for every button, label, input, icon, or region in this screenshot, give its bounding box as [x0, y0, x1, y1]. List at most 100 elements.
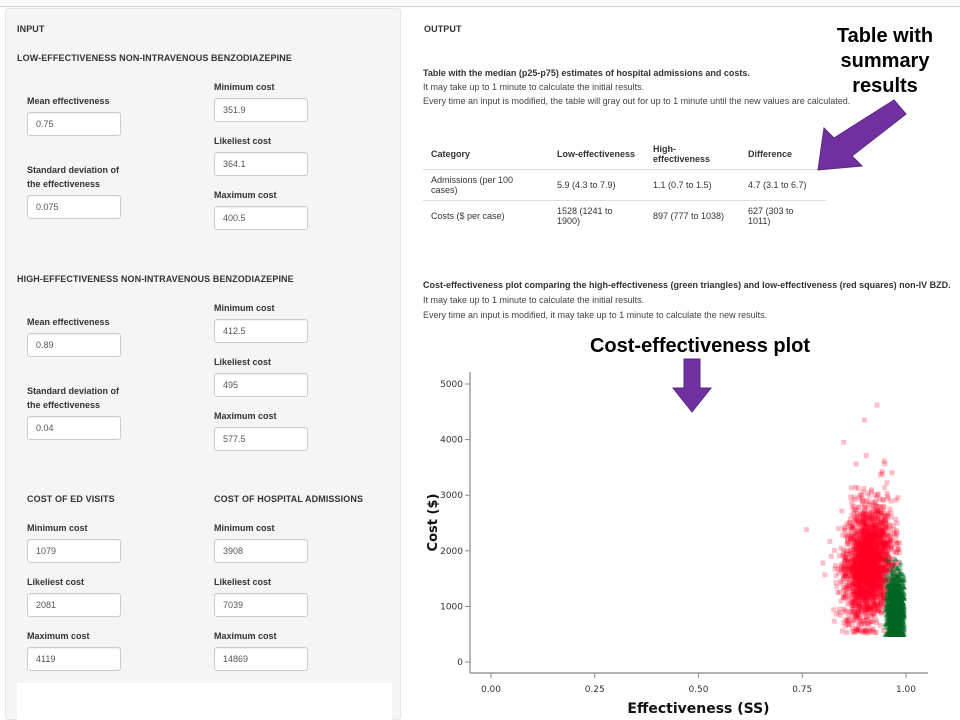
green-triangle-point	[898, 606, 905, 612]
red-square-point	[862, 537, 868, 543]
x-tick-label: 0.25	[585, 685, 605, 695]
red-square-point	[832, 566, 838, 572]
green-triangle-point	[893, 594, 900, 600]
red-square-point	[868, 595, 874, 601]
green-triangle-point	[888, 583, 895, 589]
red-square-point	[875, 554, 881, 560]
red-square-point	[881, 601, 887, 607]
green-triangle-point	[898, 570, 905, 576]
green-triangle-point	[892, 631, 899, 637]
red-square-point	[869, 560, 875, 566]
red-square-point	[861, 543, 867, 549]
green-triangle-point	[888, 624, 895, 631]
red-square-point	[866, 581, 872, 587]
green-triangle-point	[894, 620, 901, 626]
red-square-point	[871, 548, 877, 554]
red-square-point	[852, 517, 858, 523]
high-max-cost-input[interactable]	[214, 427, 308, 451]
green-triangle-point	[896, 618, 903, 625]
red-square-point	[874, 509, 880, 515]
red-square-point	[858, 593, 864, 599]
green-triangle-point	[895, 595, 902, 602]
green-triangle-point	[898, 620, 905, 626]
red-square-point	[854, 591, 860, 597]
low-sd-effectiveness-input[interactable]	[27, 195, 121, 219]
table-note-modified: Every time an input is modified, the tab…	[423, 96, 851, 106]
green-triangle-point	[891, 609, 898, 615]
green-triangle-point	[891, 601, 898, 607]
high-min-cost-input[interactable]	[214, 319, 308, 343]
ed-min-cost-input[interactable]	[27, 539, 121, 563]
ed-visits-heading: COST OF ED VISITS	[27, 494, 115, 504]
red-square-point	[857, 541, 863, 547]
hosp-likeliest-cost-input[interactable]	[214, 593, 308, 617]
green-triangle-point	[889, 609, 896, 615]
red-square-point	[873, 552, 879, 558]
green-triangle-point	[895, 579, 902, 585]
green-triangle-point	[894, 610, 901, 616]
red-square-point	[865, 527, 871, 533]
red-square-point	[889, 545, 895, 551]
red-square-point	[855, 574, 861, 580]
red-square-point	[863, 544, 869, 550]
red-square-point	[867, 558, 873, 564]
green-triangle-point	[893, 596, 900, 603]
high-likeliest-cost-input[interactable]	[214, 373, 308, 397]
red-square-point	[850, 600, 856, 606]
green-triangle-point	[890, 620, 897, 626]
high-sd-effectiveness-input[interactable]	[27, 416, 121, 440]
green-triangle-point	[895, 627, 902, 634]
red-square-point	[873, 606, 879, 612]
red-square-point	[863, 571, 869, 577]
hosp-min-cost-input[interactable]	[214, 539, 308, 563]
green-triangle-point	[886, 615, 893, 621]
green-triangle-point	[897, 590, 904, 596]
cell-category: Costs ($ per case)	[431, 211, 505, 221]
red-square-point	[876, 586, 882, 592]
hosp-max-cost-input[interactable]	[214, 647, 308, 671]
red-square-point	[874, 602, 880, 608]
high-max-cost-label: Maximum cost	[214, 411, 277, 421]
red-square-point	[863, 578, 869, 584]
red-square-point	[867, 606, 873, 612]
green-triangle-point	[894, 631, 901, 637]
green-triangle-point	[896, 625, 903, 632]
low-min-cost-input[interactable]	[214, 98, 308, 122]
ed-likeliest-cost-input[interactable]	[27, 593, 121, 617]
green-triangle-point	[893, 602, 900, 609]
red-square-point	[872, 586, 878, 592]
red-square-point	[860, 511, 866, 517]
green-triangle-point	[896, 593, 903, 600]
green-triangle-point	[891, 600, 898, 607]
red-square-point	[873, 535, 879, 541]
red-square-point	[842, 592, 848, 598]
table-title: Table with the median (p25-p75) estimate…	[423, 68, 750, 78]
green-triangle-point	[883, 601, 890, 608]
green-triangle-point	[894, 631, 901, 637]
red-square-point	[863, 608, 869, 614]
low-likeliest-cost-input[interactable]	[214, 152, 308, 176]
high-mean-effectiveness-input[interactable]	[27, 333, 121, 357]
red-square-point	[858, 553, 864, 559]
red-square-point	[863, 607, 869, 613]
green-triangle-point	[895, 627, 902, 634]
red-square-point	[869, 551, 875, 557]
green-triangle-point	[898, 597, 905, 604]
red-square-point	[858, 564, 864, 570]
red-square-point	[871, 590, 877, 596]
green-triangle-point	[893, 600, 900, 607]
red-square-point	[844, 541, 850, 547]
green-triangle-point	[900, 575, 907, 582]
low-mean-effectiveness-input[interactable]	[27, 112, 121, 136]
ed-max-cost-input[interactable]	[27, 647, 121, 671]
green-triangle-point	[896, 596, 903, 602]
red-square-point	[875, 571, 881, 577]
low-max-cost-input[interactable]	[214, 206, 308, 230]
red-square-point	[885, 552, 891, 558]
green-triangle-point	[889, 631, 896, 637]
green-triangle-point	[891, 629, 898, 636]
green-triangle-point	[892, 631, 899, 637]
red-square-point	[846, 524, 852, 530]
green-triangle-point	[893, 598, 900, 605]
green-triangle-point	[893, 610, 900, 616]
